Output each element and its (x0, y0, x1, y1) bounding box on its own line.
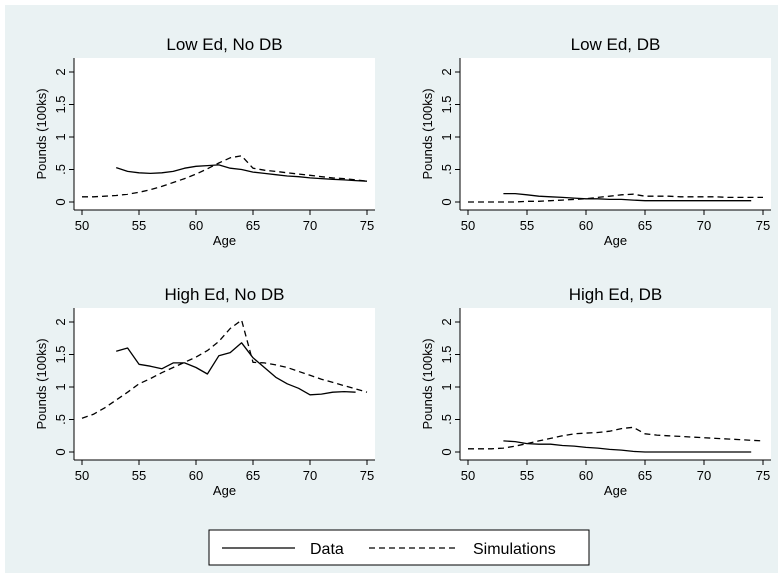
x-tick-label: 55 (132, 218, 146, 233)
x-tick-label: 70 (697, 218, 711, 233)
y-tick-label: .5 (439, 414, 454, 425)
x-tick-label: 60 (189, 468, 203, 483)
legend: Data Simulations (208, 529, 590, 566)
x-tick-label: 55 (132, 468, 146, 483)
x-tick-label: 60 (579, 218, 593, 233)
y-tick-label: 1 (439, 383, 454, 390)
x-axis-label: Age (604, 483, 627, 498)
x-tick-label: 50 (461, 218, 475, 233)
x-tick-label: 70 (303, 218, 317, 233)
y-tick-label: 1.5 (439, 345, 454, 363)
y-axis-label: Pounds (100ks) (420, 338, 435, 429)
x-tick-label: 65 (638, 218, 652, 233)
y-axis-label: Pounds (100ks) (34, 338, 49, 429)
x-tick-label: 50 (461, 468, 475, 483)
x-tick-label: 70 (303, 468, 317, 483)
legend-data-label: Data (310, 541, 344, 558)
x-tick-label: 50 (75, 218, 89, 233)
x-axis-label: Age (604, 233, 627, 248)
y-tick-label: 1 (439, 133, 454, 140)
x-tick-label: 50 (75, 468, 89, 483)
y-tick-label: 0 (53, 198, 68, 205)
x-axis-label: Age (213, 483, 236, 498)
legend-simulations-label: Simulations (473, 541, 556, 558)
x-tick-label: 70 (697, 468, 711, 483)
x-tick-label: 55 (520, 468, 534, 483)
x-axis-label: Age (213, 233, 236, 248)
panel-title: High Ed, No DB (165, 285, 285, 304)
panel-title: Low Ed, DB (571, 35, 661, 54)
plot-area (74, 308, 375, 460)
y-tick-label: 1.5 (53, 95, 68, 113)
y-tick-label: 1 (53, 383, 68, 390)
x-tick-label: 75 (360, 218, 374, 233)
data-series-line (503, 440, 752, 453)
data-series-line (503, 192, 752, 202)
simulations-series-line (82, 155, 368, 198)
data-series-line (116, 342, 356, 396)
panel-1: Low Ed, No DB 0 .5 1 1.5 2 50 55 60 65 70 75 Age Poun… (34, 35, 375, 248)
y-tick-label: .5 (53, 164, 68, 175)
panel-title: Low Ed, No DB (166, 35, 282, 54)
y-tick-label: 0 (439, 198, 454, 205)
plot-area (74, 58, 375, 210)
x-tick-label: 60 (579, 468, 593, 483)
y-tick-label: 2 (53, 68, 68, 75)
y-tick-label: 0 (53, 448, 68, 455)
y-tick-label: 2 (439, 68, 454, 75)
x-tick-label: 65 (638, 468, 652, 483)
panel-3: High Ed, No DB 0 .5 1 1.5 2 50 55 60 65 70 75 Age Pou… (34, 285, 375, 498)
panel-4: High Ed, DB 0 .5 1 1.5 2 50 55 60 65 70 75 Age Pounds… (420, 285, 771, 498)
plot-area (460, 308, 771, 460)
y-tick-label: 2 (53, 318, 68, 325)
y-axis-label: Pounds (100ks) (420, 88, 435, 179)
x-tick-label: 60 (189, 218, 203, 233)
panel-title: High Ed, DB (569, 285, 663, 304)
panel-2: Low Ed, DB 0 .5 1 1.5 2 50 55 60 65 70 75 Age Pounds … (420, 35, 771, 248)
x-tick-label: 75 (360, 468, 374, 483)
plot-area (460, 58, 771, 210)
y-tick-label: 1 (53, 133, 68, 140)
y-tick-label: 1.5 (439, 95, 454, 113)
y-tick-label: .5 (439, 164, 454, 175)
x-tick-label: 75 (756, 468, 770, 483)
y-tick-label: 0 (439, 448, 454, 455)
data-series-line (115, 164, 368, 182)
x-tick-label: 75 (756, 218, 770, 233)
y-axis-label: Pounds (100ks) (34, 88, 49, 179)
y-tick-label: 1.5 (53, 345, 68, 363)
x-tick-label: 55 (520, 218, 534, 233)
y-tick-label: 2 (439, 318, 454, 325)
y-tick-label: .5 (53, 414, 68, 425)
x-tick-label: 65 (246, 218, 260, 233)
simulations-series-line (81, 319, 368, 419)
x-tick-label: 65 (246, 468, 260, 483)
